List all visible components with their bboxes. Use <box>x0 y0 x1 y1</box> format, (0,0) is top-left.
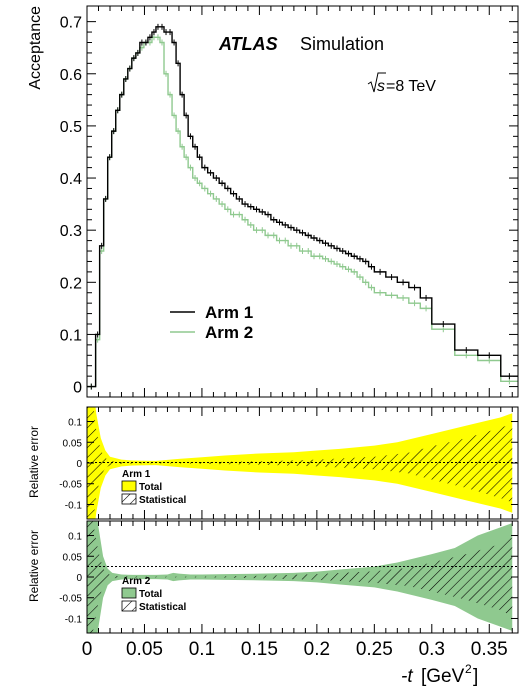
x-tick-label-7: 0.35 <box>471 639 508 660</box>
ratio2-legend-title: Arm 2 <box>122 576 151 587</box>
main-y-tick-label-2: 0.2 <box>60 275 82 292</box>
energy-s-symbol: s <box>377 78 385 95</box>
ratio2-stat-band <box>87 521 513 633</box>
ratio1-y-tick-label-3: -0.05 <box>59 480 82 491</box>
x-tick-label-6: 0.3 <box>419 639 445 660</box>
ratio1-legend-title: Arm 1 <box>122 469 151 480</box>
ratio2-bands-group <box>87 521 513 633</box>
ratio1-legend-stat-label: Statistical <box>139 495 186 506</box>
x-axis: 0 0.05 0.1 0.15 0.2 0.25 0.3 0.35 <box>82 6 513 660</box>
ratio1-legend-total-swatch <box>121 480 137 492</box>
ratio2-y-tick-label-0: 0.1 <box>68 532 82 543</box>
sqrt-symbol <box>367 72 386 93</box>
x-tick-label-4: 0.2 <box>304 639 330 660</box>
main-y-tick-label-6: 0.6 <box>60 67 82 84</box>
ratio2-y-tick-label-2: 0 <box>76 573 82 584</box>
x-tick-label-3: 0.15 <box>241 639 278 660</box>
ratio2-y-tick-label-3: -0.05 <box>59 594 82 605</box>
main-y-tick-label-1: 0.1 <box>60 327 82 344</box>
x-axis-label-close: ] <box>473 666 478 687</box>
main-y-axis: 0 0.1 0.2 0.3 0.4 0.5 0.6 0.7 <box>60 15 518 397</box>
ratio1-y-axis: 0.1 0.05 0 -0.05 -0.1 <box>59 418 518 511</box>
main-panel: 00.10.20.30.40.50.60.7 Acceptance ATLAS … <box>27 5 519 398</box>
main-y-tick-label-7: 0.7 <box>60 15 82 32</box>
simulation-label: Simulation <box>300 34 384 54</box>
energy-label: s =8 TeV <box>367 72 436 95</box>
main-y-tick-label-5: 0.5 <box>60 119 82 136</box>
ratio1-y-tick-label-4: -0.1 <box>65 500 83 511</box>
x-tick-label-0: 0 <box>82 639 93 660</box>
atlas-label: ATLAS <box>218 34 278 54</box>
x-tick-label-5: 0.25 <box>356 639 393 660</box>
main-y-tick-label-3: 0.3 <box>60 223 82 240</box>
ratio1-legend-stat-swatch <box>121 493 137 505</box>
ratio1-y-axis-label: Relative error <box>27 426 41 498</box>
x-axis-label-unit: [GeV <box>421 666 465 687</box>
ratio2-y-tick-label-4: -0.1 <box>65 614 83 625</box>
x-axis-label-t: -t <box>401 666 413 687</box>
ratio1-legend-total-label: Total <box>139 482 162 493</box>
x-axis-label-exp: 2 <box>465 662 472 676</box>
main-y-axis-label: Acceptance <box>27 6 44 90</box>
main-y-tick-label-4: 0.4 <box>60 171 82 188</box>
ratio-panel-arm2: 0.1 0.05 0 -0.05 -0.1 Relative error Arm 2 T… <box>27 520 519 634</box>
ratio2-y-tick-label-1: 0.05 <box>63 552 83 563</box>
ratio2-legend-stat-label: Statistical <box>139 602 186 613</box>
legend-arm2-label: Arm 2 <box>205 323 253 342</box>
main-frame <box>86 5 519 398</box>
main-series-group <box>87 23 518 390</box>
series-1-step-line <box>87 26 518 388</box>
x-tick-label-2: 0.1 <box>189 639 215 660</box>
legend-arm1-label: Arm 1 <box>205 303 253 322</box>
x-axis-label: -t [GeV 2 ] <box>401 662 478 687</box>
ratio1-y-tick-label-1: 0.05 <box>63 438 83 449</box>
ratio2-legend-total-swatch <box>121 587 137 599</box>
ratio1-y-tick-label-2: 0 <box>76 459 82 470</box>
main-legend: Arm 1 Arm 2 <box>170 303 253 342</box>
main-y-tick-label-0: 0 <box>73 380 82 397</box>
ratio1-legend: Arm 1 Total Statistical <box>121 469 186 506</box>
ratio1-y-tick-label-0: 0.1 <box>68 418 82 429</box>
ratio2-y-axis-label: Relative error <box>27 530 41 602</box>
energy-value: =8 TeV <box>386 78 436 95</box>
x-tick-label-1: 0.05 <box>126 639 163 660</box>
series-2-step-line <box>87 36 518 388</box>
ratio2-legend: Arm 2 Total Statistical <box>121 576 186 613</box>
ratio2-legend-stat-swatch <box>121 600 137 612</box>
ratio-panel-arm1: 0.1 0.05 0 -0.05 -0.1 Relative error Arm 1 T… <box>27 406 519 520</box>
ratio2-y-axis: 0.1 0.05 0 -0.05 -0.1 <box>59 532 518 625</box>
ratio2-legend-total-label: Total <box>139 589 162 600</box>
